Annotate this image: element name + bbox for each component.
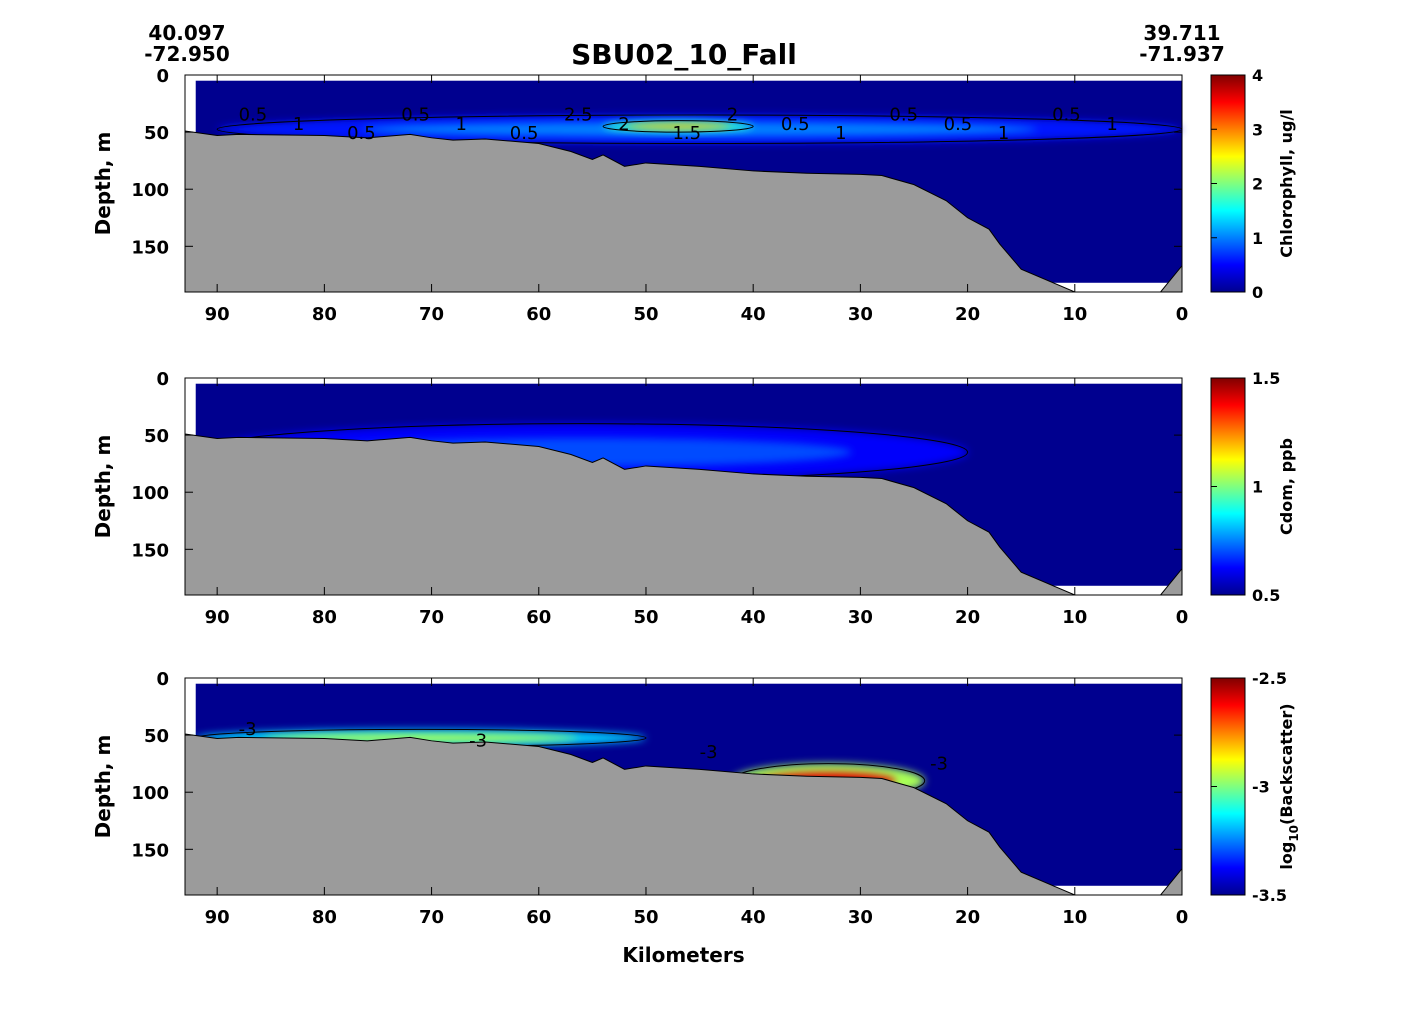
contour-label: 1 [835, 123, 846, 144]
contour-label: 0.5 [401, 105, 430, 126]
end-lat: 39.711 [1143, 21, 1220, 45]
x-tick-label: 90 [205, 304, 230, 325]
y-tick-label: 50 [144, 726, 169, 747]
bathymetry [184, 433, 1183, 596]
x-tick-label: 30 [848, 304, 873, 325]
colorbar-tick-label: 0.5 [1252, 586, 1280, 605]
contour-line [602, 120, 754, 133]
x-tick-label: 0 [1176, 607, 1189, 628]
axes-frame [184, 677, 1183, 896]
colorbar-tick-label: 1 [1252, 229, 1263, 248]
contour-label: 1 [1106, 114, 1117, 135]
x-tick-label: 10 [1062, 907, 1087, 928]
x-tick-label: 40 [741, 907, 766, 928]
x-tick-label: 40 [741, 304, 766, 325]
colorbar-tick-label: 2 [1252, 175, 1263, 194]
x-tick-label: 90 [205, 907, 230, 928]
y-tick-label: 150 [131, 840, 169, 861]
x-tick-label: 30 [848, 907, 873, 928]
colorbar-tick-label: -3 [1252, 778, 1270, 797]
contour-label: 0.5 [781, 114, 810, 135]
x-tick-label: 50 [633, 607, 658, 628]
x-tick-label: 70 [419, 304, 444, 325]
y-tick-label: 50 [144, 123, 169, 144]
contour-label: -3 [700, 742, 718, 763]
contour-label: -3 [469, 731, 487, 752]
x-tick-label: 10 [1062, 607, 1087, 628]
chart-title: SBU02_10_Fall [571, 38, 797, 71]
y-tick-label: 100 [131, 180, 169, 201]
x-tick-label: 30 [848, 607, 873, 628]
y-tick-label: 0 [156, 669, 169, 690]
y-axis-label: Depth, m [91, 132, 115, 236]
end-lon: -71.937 [1139, 42, 1224, 66]
colorbar-tick-label: 3 [1252, 120, 1263, 139]
x-tick-label: 90 [205, 607, 230, 628]
colorbar-label: Cdom, ppb [1277, 438, 1296, 535]
contour-label: -3 [239, 719, 257, 740]
colorbar-tick-label: 0 [1252, 283, 1263, 302]
x-tick-label: 20 [955, 304, 980, 325]
x-tick-label: 0 [1176, 907, 1189, 928]
contour-label: 0.5 [239, 105, 268, 126]
contour-label: -3 [930, 753, 948, 774]
y-axis-label: Depth, m [91, 735, 115, 839]
x-tick-label: 80 [312, 607, 337, 628]
y-tick-label: 0 [156, 369, 169, 390]
x-tick-label: 60 [526, 607, 551, 628]
contour-label: 1 [998, 123, 1009, 144]
panel-3: -3-3-3-390 80 70 60 50 40 30 20 10 0050100150Dept… [91, 669, 1301, 967]
x-tick-label: 20 [955, 607, 980, 628]
x-tick-label: 80 [312, 304, 337, 325]
contour-label: 2 [618, 114, 629, 135]
y-tick-label: 100 [131, 783, 169, 804]
axes-frame [184, 377, 1183, 596]
contour-label: 1 [293, 114, 304, 135]
y-tick-label: 0 [156, 66, 169, 87]
contour-label: 1.5 [672, 123, 701, 144]
x-tick-label: 60 [526, 907, 551, 928]
y-tick-label: 100 [131, 483, 169, 504]
bathymetry [184, 733, 1183, 896]
x-axis-label: Kilometers [622, 943, 744, 967]
x-tick-label: 70 [419, 907, 444, 928]
x-tick-label: 70 [419, 607, 444, 628]
y-tick-label: 150 [131, 540, 169, 561]
colorbar-label: Chlorophyll, ug/l [1277, 109, 1296, 258]
colorbar-tick-label: 1 [1252, 478, 1263, 497]
start-lon: -72.950 [144, 42, 229, 66]
colorbar-tick-label: 4 [1252, 66, 1263, 85]
contour-label: 2 [727, 105, 738, 126]
x-tick-label: 80 [312, 907, 337, 928]
colorbar-tick-label: -3.5 [1252, 886, 1287, 905]
y-axis-label: Depth, m [91, 435, 115, 539]
contour-label: 0.5 [510, 123, 539, 144]
start-lat: 40.097 [148, 21, 225, 45]
contour-label: 0.5 [944, 114, 973, 135]
x-tick-label: 60 [526, 304, 551, 325]
y-tick-label: 150 [131, 237, 169, 258]
x-tick-label: 50 [633, 304, 658, 325]
x-tick-label: 0 [1176, 304, 1189, 325]
x-tick-label: 20 [955, 907, 980, 928]
x-tick-label: 50 [633, 907, 658, 928]
contour-label: 0.5 [889, 105, 918, 126]
contour-label: 0.5 [1052, 105, 1081, 126]
x-tick-label: 10 [1062, 304, 1087, 325]
contour-label: 0.5 [347, 123, 376, 144]
axes-frame [184, 74, 1183, 293]
feature-core [625, 123, 731, 130]
y-tick-label: 50 [144, 426, 169, 447]
bathymetry [184, 130, 1183, 293]
panel-1: 0.5 1 0.5 0.5 1 0.5 2.5 2 1.5 2 0.5 1 0.5 0.5 1 0.5 1 90 8… [91, 66, 1296, 325]
colorbar-tick-label: 1.5 [1252, 369, 1280, 388]
x-tick-label: 40 [741, 607, 766, 628]
contour-label: 1 [456, 114, 467, 135]
colorbar-tick-label: -2.5 [1252, 669, 1287, 688]
contour-label: 2.5 [564, 105, 593, 126]
colorbar-label: log10(Backscatter) [1277, 703, 1301, 869]
